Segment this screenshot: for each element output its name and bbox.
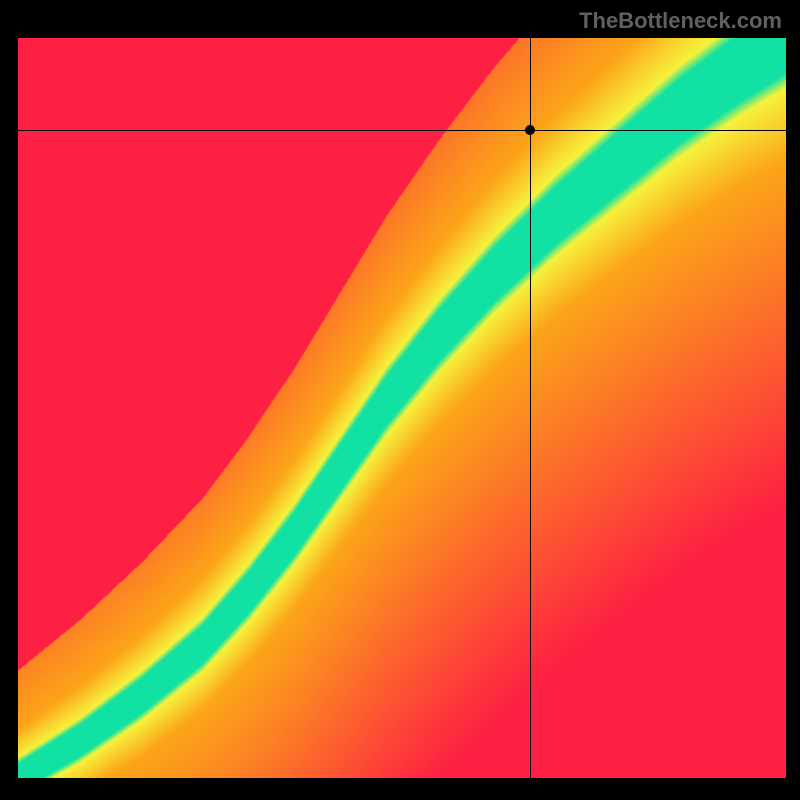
crosshair-marker <box>525 125 535 135</box>
heatmap-canvas <box>18 38 786 778</box>
watermark-text: TheBottleneck.com <box>579 8 782 34</box>
heatmap-plot <box>18 38 786 778</box>
crosshair-horizontal <box>18 130 786 131</box>
crosshair-vertical <box>530 38 531 778</box>
